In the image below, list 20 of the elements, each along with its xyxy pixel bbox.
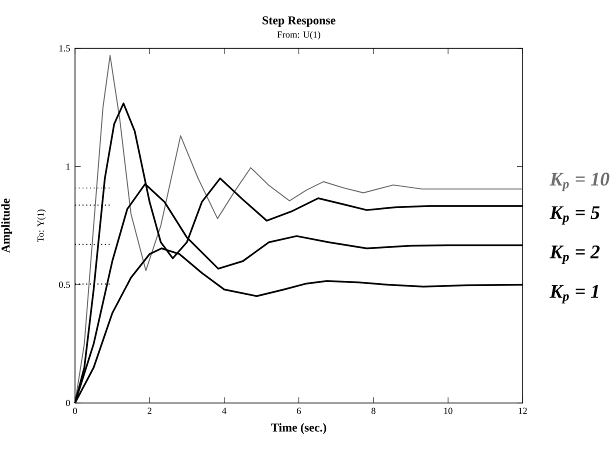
- x-tick-label: 4: [222, 408, 226, 414]
- series-label: K$_{p}$ = 5: [550, 206, 600, 225]
- x-tick-label: 12: [518, 408, 527, 414]
- x-axis-title: Time (sec.): [271, 423, 326, 434]
- y-axis-title: Amplitude: [1, 198, 12, 253]
- x-tick-label: 0: [73, 408, 77, 414]
- chart-title: Step Response: [262, 16, 336, 27]
- series-label: K$_{p}$ = 10: [550, 172, 610, 192]
- y-tick-label: 0.5: [58, 282, 70, 288]
- x-tick-label: 10: [444, 408, 452, 414]
- x-tick-label: 6: [296, 408, 301, 414]
- x-tick-label: 8: [371, 408, 376, 414]
- legend-label: K$_{p}$ = 1: [550, 285, 598, 304]
- y-tick-label: 0: [66, 400, 70, 406]
- series-label: K$_{p}$ = 2: [550, 246, 600, 264]
- y-tick-label: 1.5: [59, 45, 70, 52]
- text: To: Y(1): [37, 210, 46, 242]
- x-tick-label: 2: [148, 408, 152, 414]
- y-tick-label: 1: [66, 163, 70, 170]
- chart-subtitle: From: U(1): [277, 31, 320, 40]
